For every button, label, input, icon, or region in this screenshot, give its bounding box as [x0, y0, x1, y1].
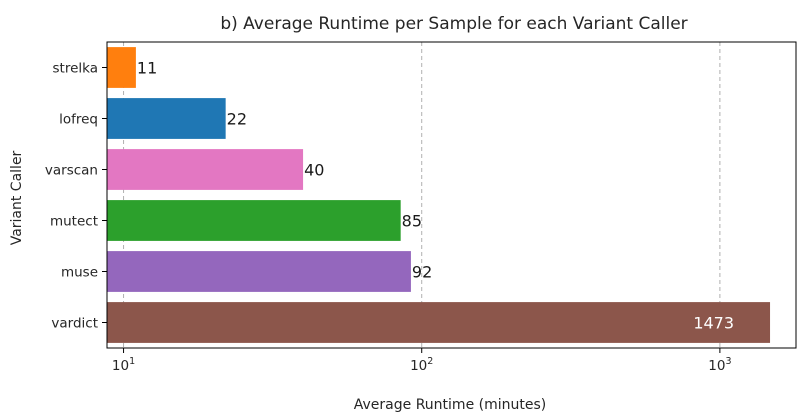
x-tick-exponent: 2: [427, 356, 433, 367]
bars: [107, 47, 771, 343]
y-tick-label-vardict: vardict: [51, 316, 98, 332]
y-axis-label: Variant Caller: [9, 150, 25, 245]
value-label-muse: 92: [412, 263, 432, 282]
y-category-labels: strelka lofreq varscan mutect muse vardict: [45, 61, 107, 332]
bar-vardict: [107, 302, 771, 343]
bar-mutect: [107, 200, 401, 241]
x-tick-base: 10: [410, 358, 427, 374]
value-label-lofreq: 22: [227, 110, 247, 129]
value-label-vardict: 1473: [693, 314, 734, 333]
x-tick-base: 10: [708, 358, 725, 374]
x-axis-label: Average Runtime (minutes): [354, 397, 546, 413]
x-tick-labels: 101 102 103: [112, 348, 732, 374]
plot-frame: [106, 41, 797, 349]
chart-title: b) Average Runtime per Sample for each V…: [220, 14, 687, 34]
y-tick-label-lofreq: lofreq: [59, 112, 98, 128]
grid-lines: [123, 42, 721, 348]
y-tick-label-muse: muse: [61, 265, 98, 281]
bar-muse: [107, 251, 411, 292]
bar-strelka: [107, 47, 136, 88]
y-tick-label-strelka: strelka: [53, 61, 99, 77]
x-tick-exponent: 1: [129, 356, 135, 367]
bar-lofreq: [107, 98, 226, 139]
value-label-varscan: 40: [304, 161, 324, 180]
x-tick-label: 102: [410, 356, 433, 374]
value-label-strelka: 11: [137, 59, 157, 78]
x-tick-base: 10: [112, 358, 129, 374]
bar-varscan: [107, 149, 304, 190]
x-tick-label: 103: [708, 356, 731, 374]
value-label-mutect: 85: [402, 212, 422, 231]
value-labels: 11 22 40 85 92 1473: [137, 59, 734, 333]
y-tick-label-varscan: varscan: [45, 163, 98, 179]
x-tick-exponent: 3: [725, 356, 731, 367]
x-tick-label: 101: [112, 356, 135, 374]
y-tick-label-mutect: mutect: [50, 214, 98, 230]
